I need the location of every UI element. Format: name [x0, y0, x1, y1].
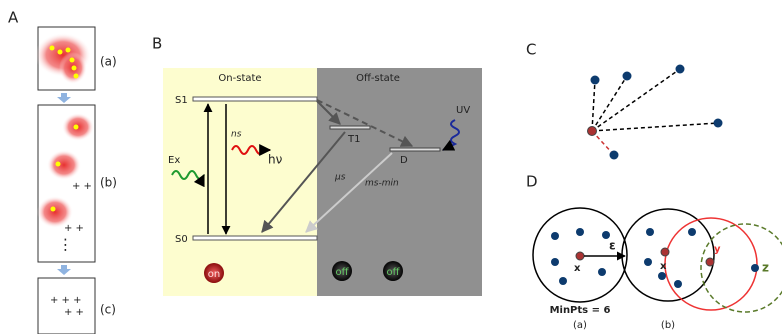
ellipsis: ⋮ [58, 236, 73, 254]
frame [38, 278, 95, 334]
min-pts: MinPts = 6 [550, 305, 611, 316]
panel-b: B On-state Off-state S1 S0 T1 D ns hν Ex… [152, 35, 482, 297]
panel-label: C [526, 41, 536, 59]
sublabel: (a) [100, 55, 117, 69]
marks: + + [64, 223, 84, 234]
label: ms-min [365, 179, 399, 189]
state-text: off [386, 267, 400, 278]
nodes [591, 65, 723, 160]
core-point [576, 252, 584, 260]
point-label: z [762, 261, 769, 275]
off-state-label: Off-state [356, 73, 400, 84]
state-text: on [208, 269, 220, 280]
panel-label: D [526, 173, 538, 191]
point-label: x [660, 261, 667, 272]
level-d [390, 148, 440, 151]
point-label: x [574, 263, 581, 274]
label: UV [456, 105, 470, 116]
label: Ex [168, 155, 180, 166]
figure: A + + + + ⋮ + + + + + (a) (b) (c) B On-s… [0, 0, 782, 334]
level-label: S1 [175, 95, 188, 106]
level-s1 [193, 97, 317, 101]
panel-d: D ε x MinPts = 6 (a) x y z (b) [526, 173, 782, 332]
arrow [57, 265, 71, 275]
panel-a: A + + + + ⋮ + + + + + (a) (b) (c) [8, 9, 117, 334]
marks: + + + [50, 295, 82, 306]
links [592, 69, 718, 131]
label: μs [334, 173, 346, 183]
core-point [661, 248, 669, 256]
caption: (a) [573, 320, 587, 331]
level-t1 [330, 126, 370, 129]
level-label: T1 [347, 134, 360, 145]
epsilon: ε [609, 239, 616, 253]
panel-c: C [526, 41, 723, 160]
blob [47, 150, 81, 180]
level-label: D [400, 155, 408, 166]
marks: + + [64, 307, 84, 318]
center-node [588, 127, 597, 136]
point-label: y [714, 244, 721, 255]
level-label: S0 [175, 234, 188, 245]
label: ns [231, 130, 242, 140]
panel-label: B [152, 35, 162, 53]
arrow [57, 93, 71, 103]
state-text: off [335, 267, 349, 278]
caption: (b) [661, 320, 675, 331]
label: hν [268, 153, 283, 167]
level-s0 [193, 236, 317, 240]
sublabel: (c) [100, 303, 116, 317]
core-point [706, 258, 714, 266]
panel-label: A [8, 9, 19, 27]
sublabel: (b) [100, 176, 117, 190]
marks: + + [72, 181, 92, 192]
on-state-label: On-state [218, 73, 261, 84]
